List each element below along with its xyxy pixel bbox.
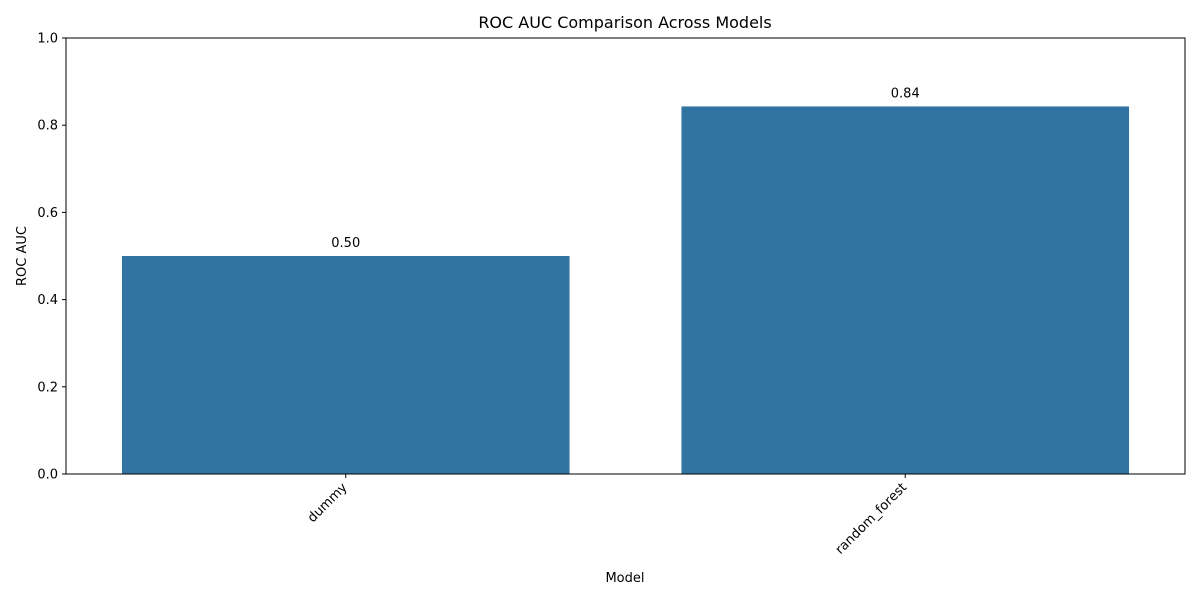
y-tick-label: 0.0 [37, 468, 58, 483]
y-tick-label: 0.2 [37, 380, 58, 395]
y-tick-label: 0.6 [37, 206, 58, 221]
bars-layer [121, 106, 1130, 475]
y-tick-label: 1.0 [37, 32, 58, 47]
x-tick-label: dummy [305, 480, 351, 526]
y-axis: 0.0 0.2 0.4 0.6 0.8 1.0 [37, 32, 66, 483]
chart-title: ROC AUC Comparison Across Models [478, 13, 771, 32]
y-tick-label: 0.4 [37, 293, 58, 308]
bar-random_forest [681, 106, 1130, 475]
x-axis: dummy random_forest [305, 474, 910, 558]
data-labels-layer: 0.50 0.84 [331, 86, 919, 251]
x-tick-label: random_forest [833, 480, 910, 557]
bar-value-label: 0.50 [331, 236, 360, 251]
y-tick-label: 0.8 [37, 119, 58, 134]
bar-dummy [121, 256, 570, 474]
x-axis-label: Model [605, 571, 644, 586]
bar-value-label: 0.84 [891, 86, 920, 101]
y-axis-label: ROC AUC [15, 226, 30, 286]
plot-frame [65, 37, 1186, 475]
